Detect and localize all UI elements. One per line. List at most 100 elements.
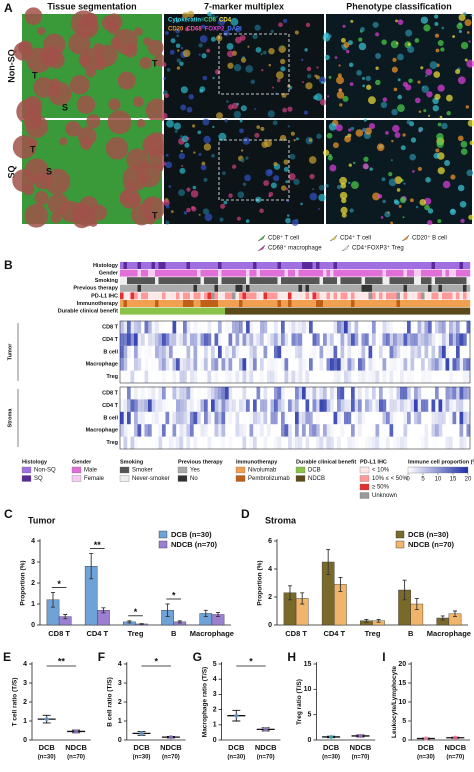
tissue-texture	[201, 161, 206, 166]
heatmap-cell	[183, 411, 187, 425]
annotation-cell	[197, 262, 201, 269]
annotation-cell	[396, 269, 401, 277]
annotation-cell	[274, 277, 278, 285]
x-tick-sublabel: (n=30)	[417, 755, 435, 761]
tissue-texture	[445, 94, 453, 102]
annotation-cell	[365, 300, 369, 307]
annotation-cell	[435, 292, 439, 300]
heatmap-cell	[316, 424, 320, 437]
annotation-cell	[155, 262, 159, 269]
heatmap-cell	[253, 436, 257, 449]
annotation-cell	[358, 300, 362, 307]
heatmap-cell	[120, 411, 124, 425]
heatmap-cell	[330, 387, 334, 400]
tissue-texture	[181, 135, 189, 143]
heatmap-cell	[375, 370, 380, 383]
annotation-cell	[361, 277, 366, 285]
heatmap-cell	[467, 399, 471, 411]
tissue-texture	[233, 110, 242, 119]
heatmap-cell	[403, 399, 408, 412]
heatmap-cell	[393, 345, 397, 359]
heatmap-cell	[323, 399, 327, 412]
annotation-cell	[431, 277, 436, 285]
heatmap-row-label: Treg	[106, 440, 118, 446]
heatmap-cell	[396, 333, 401, 346]
annotation-cell	[172, 284, 177, 292]
annotation-cell	[130, 307, 135, 315]
annotation-cell	[158, 284, 163, 292]
heatmap-cell	[242, 387, 247, 400]
heatmap-cell	[186, 358, 191, 371]
tissue-texture	[303, 110, 309, 115]
annotation-cell	[277, 300, 282, 307]
annotation-cell	[340, 269, 345, 277]
annotation-cell	[197, 269, 201, 277]
annotation-cell	[176, 262, 180, 269]
annotation-cell	[232, 269, 236, 277]
legend-swatch	[119, 466, 130, 474]
heatmap-cell	[372, 321, 376, 334]
region-label: T	[32, 70, 38, 80]
annotation-cell	[239, 307, 243, 315]
panel-label: I	[382, 650, 385, 664]
heatmap-cell	[404, 346, 408, 358]
annotation-cell	[263, 269, 268, 277]
tissue-texture	[282, 18, 288, 24]
annotation-cell	[144, 277, 149, 285]
annotation-cell	[466, 307, 471, 315]
tissue-texture	[329, 164, 337, 172]
heatmap-cell	[236, 387, 240, 399]
tissue-texture	[165, 153, 169, 157]
heatmap-cell	[169, 436, 173, 449]
tissue-texture	[295, 137, 299, 141]
annotation-cell	[340, 300, 345, 307]
heatmap-cell	[166, 437, 170, 449]
tissue-texture	[265, 169, 273, 177]
annotation-cell	[151, 300, 156, 307]
heatmap-cell	[414, 345, 418, 359]
annotation-cell	[183, 269, 187, 277]
annotation-cell	[386, 284, 390, 292]
annotation-cell	[438, 307, 443, 315]
heatmap-cell	[323, 333, 327, 346]
panel-label: C	[4, 507, 13, 521]
annotation-cell	[407, 307, 411, 315]
annotation-cell	[449, 307, 453, 315]
annotation-cell	[326, 277, 331, 285]
tissue-texture	[397, 104, 405, 112]
heatmap-cell	[358, 358, 362, 371]
heatmap-cell	[246, 399, 250, 412]
heatmap-cell	[435, 424, 439, 437]
annotation-cell	[445, 284, 450, 292]
heatmap-cell	[459, 424, 464, 437]
tissue-texture	[457, 76, 466, 85]
annotation-cell	[295, 284, 299, 292]
heatmap-cell	[309, 411, 313, 425]
legend-swatch	[359, 492, 370, 499]
heatmap-cell	[449, 358, 453, 371]
annotation-cell	[344, 284, 348, 292]
heatmap-row-label: Macrophage	[86, 428, 118, 434]
heatmap-cell	[354, 399, 359, 412]
y-tick-label: 2	[213, 706, 217, 713]
annotation-cell	[358, 307, 362, 315]
heatmap-cell	[285, 399, 289, 411]
tissue-texture	[168, 185, 172, 188]
annotation-cell	[270, 292, 275, 300]
tissue-texture	[427, 208, 434, 214]
heatmap-cell	[120, 321, 124, 334]
heatmap-cell	[141, 411, 145, 425]
heatmap-cell	[368, 370, 373, 383]
heatmap-cell	[445, 358, 450, 371]
annotation-cell	[389, 262, 394, 269]
legend-title: Durable clinical benefit	[296, 459, 356, 465]
heatmap-cell	[452, 399, 457, 412]
tissue-texture	[337, 73, 342, 78]
annotation-cell	[179, 307, 184, 315]
annotation-cell	[354, 269, 359, 277]
error-bar	[326, 548, 331, 576]
heatmap-cell	[333, 370, 338, 383]
annotation-cell	[134, 269, 138, 277]
heatmap-cell	[302, 387, 306, 400]
